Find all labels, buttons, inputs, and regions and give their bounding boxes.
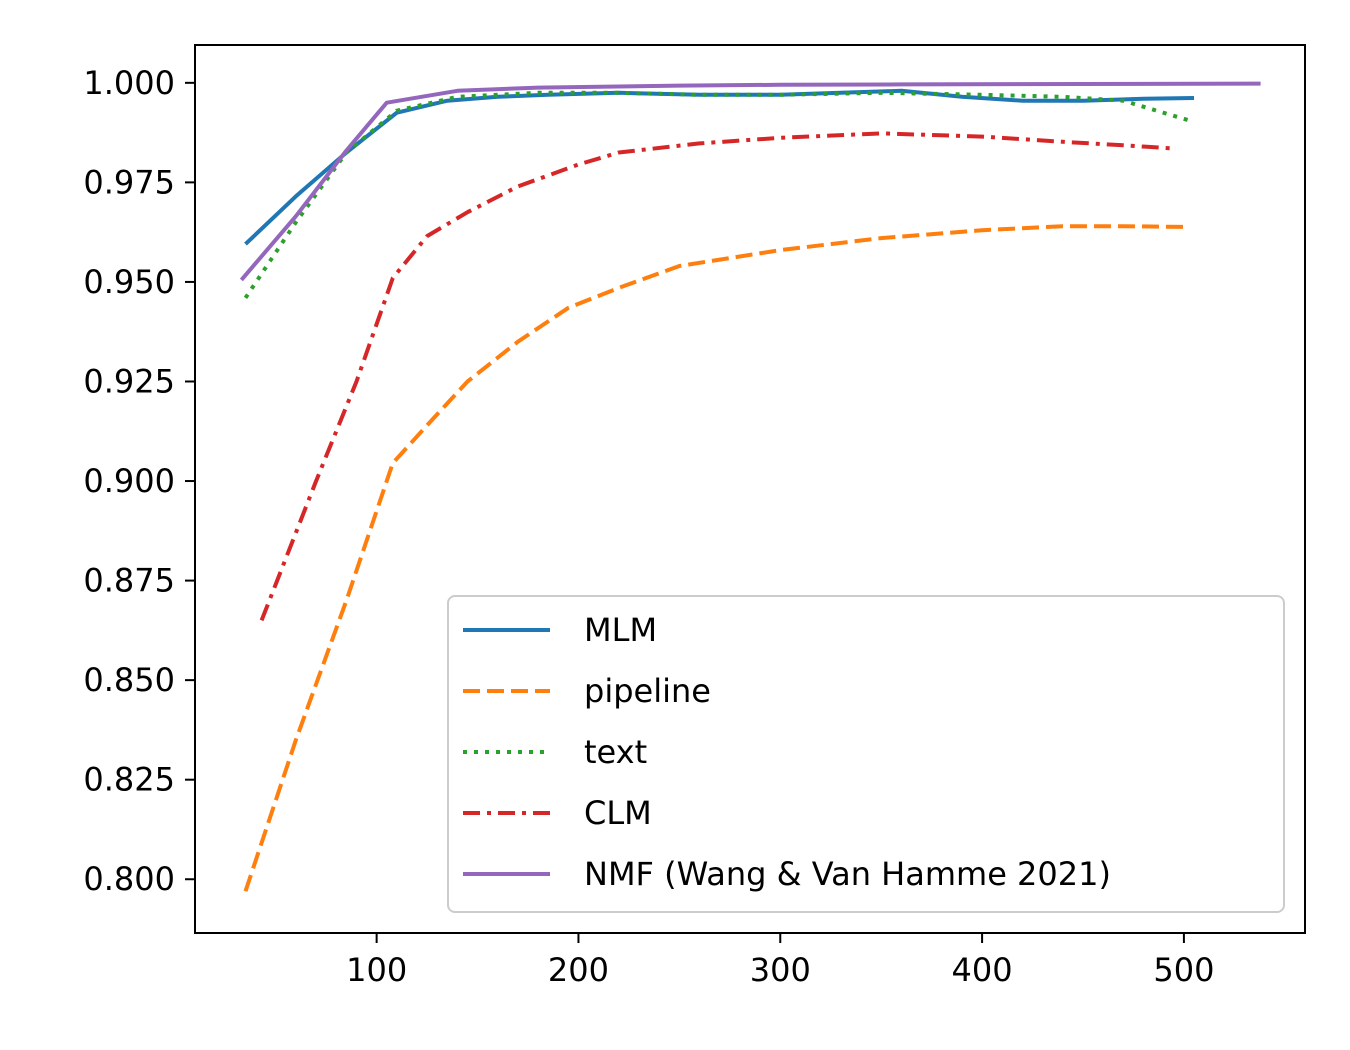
axis-ticks: 100 200 300 400 500 0.800 0.825 0.850 0.875 0.900… — [83, 64, 1214, 989]
y-tick-label: 0.825 — [83, 761, 175, 799]
series-line-5 — [239, 81, 1261, 282]
x-tick-label: 400 — [952, 951, 1013, 989]
y-tick-label: 0.975 — [83, 163, 175, 201]
y-tick-label: 0.925 — [83, 362, 175, 400]
series-line-2 — [243, 224, 1191, 892]
plot-frame — [194, 44, 1306, 934]
legend-box — [447, 595, 1285, 913]
y-tick-label: 1.000 — [83, 64, 175, 102]
legend-label: NMF (Wang & Van Hamme 2021) — [584, 855, 1111, 893]
x-tick-label: 200 — [548, 951, 609, 989]
y-tick-label: 0.800 — [83, 860, 175, 898]
x-tick-label: 500 — [1153, 951, 1214, 989]
y-tick-label: 0.950 — [83, 263, 175, 301]
x-tick-label: 300 — [750, 951, 811, 989]
legend-label: text — [584, 733, 647, 771]
y-tick-label: 0.875 — [83, 562, 175, 600]
legend: MLM pipeline text CLM NMF (Wang & Van Hamme … — [447, 595, 1285, 913]
legend-label: MLM — [584, 611, 657, 649]
legend-label: pipeline — [584, 672, 711, 710]
y-tick-label: 0.850 — [83, 661, 175, 699]
series-line-4 — [259, 131, 1174, 622]
y-tick-label: 0.900 — [83, 462, 175, 500]
series-layer — [239, 81, 1261, 892]
series-line-1 — [244, 88, 1195, 246]
x-tick-label: 100 — [346, 951, 407, 989]
legend-label: CLM — [584, 794, 652, 832]
series-line-3 — [243, 90, 1191, 300]
